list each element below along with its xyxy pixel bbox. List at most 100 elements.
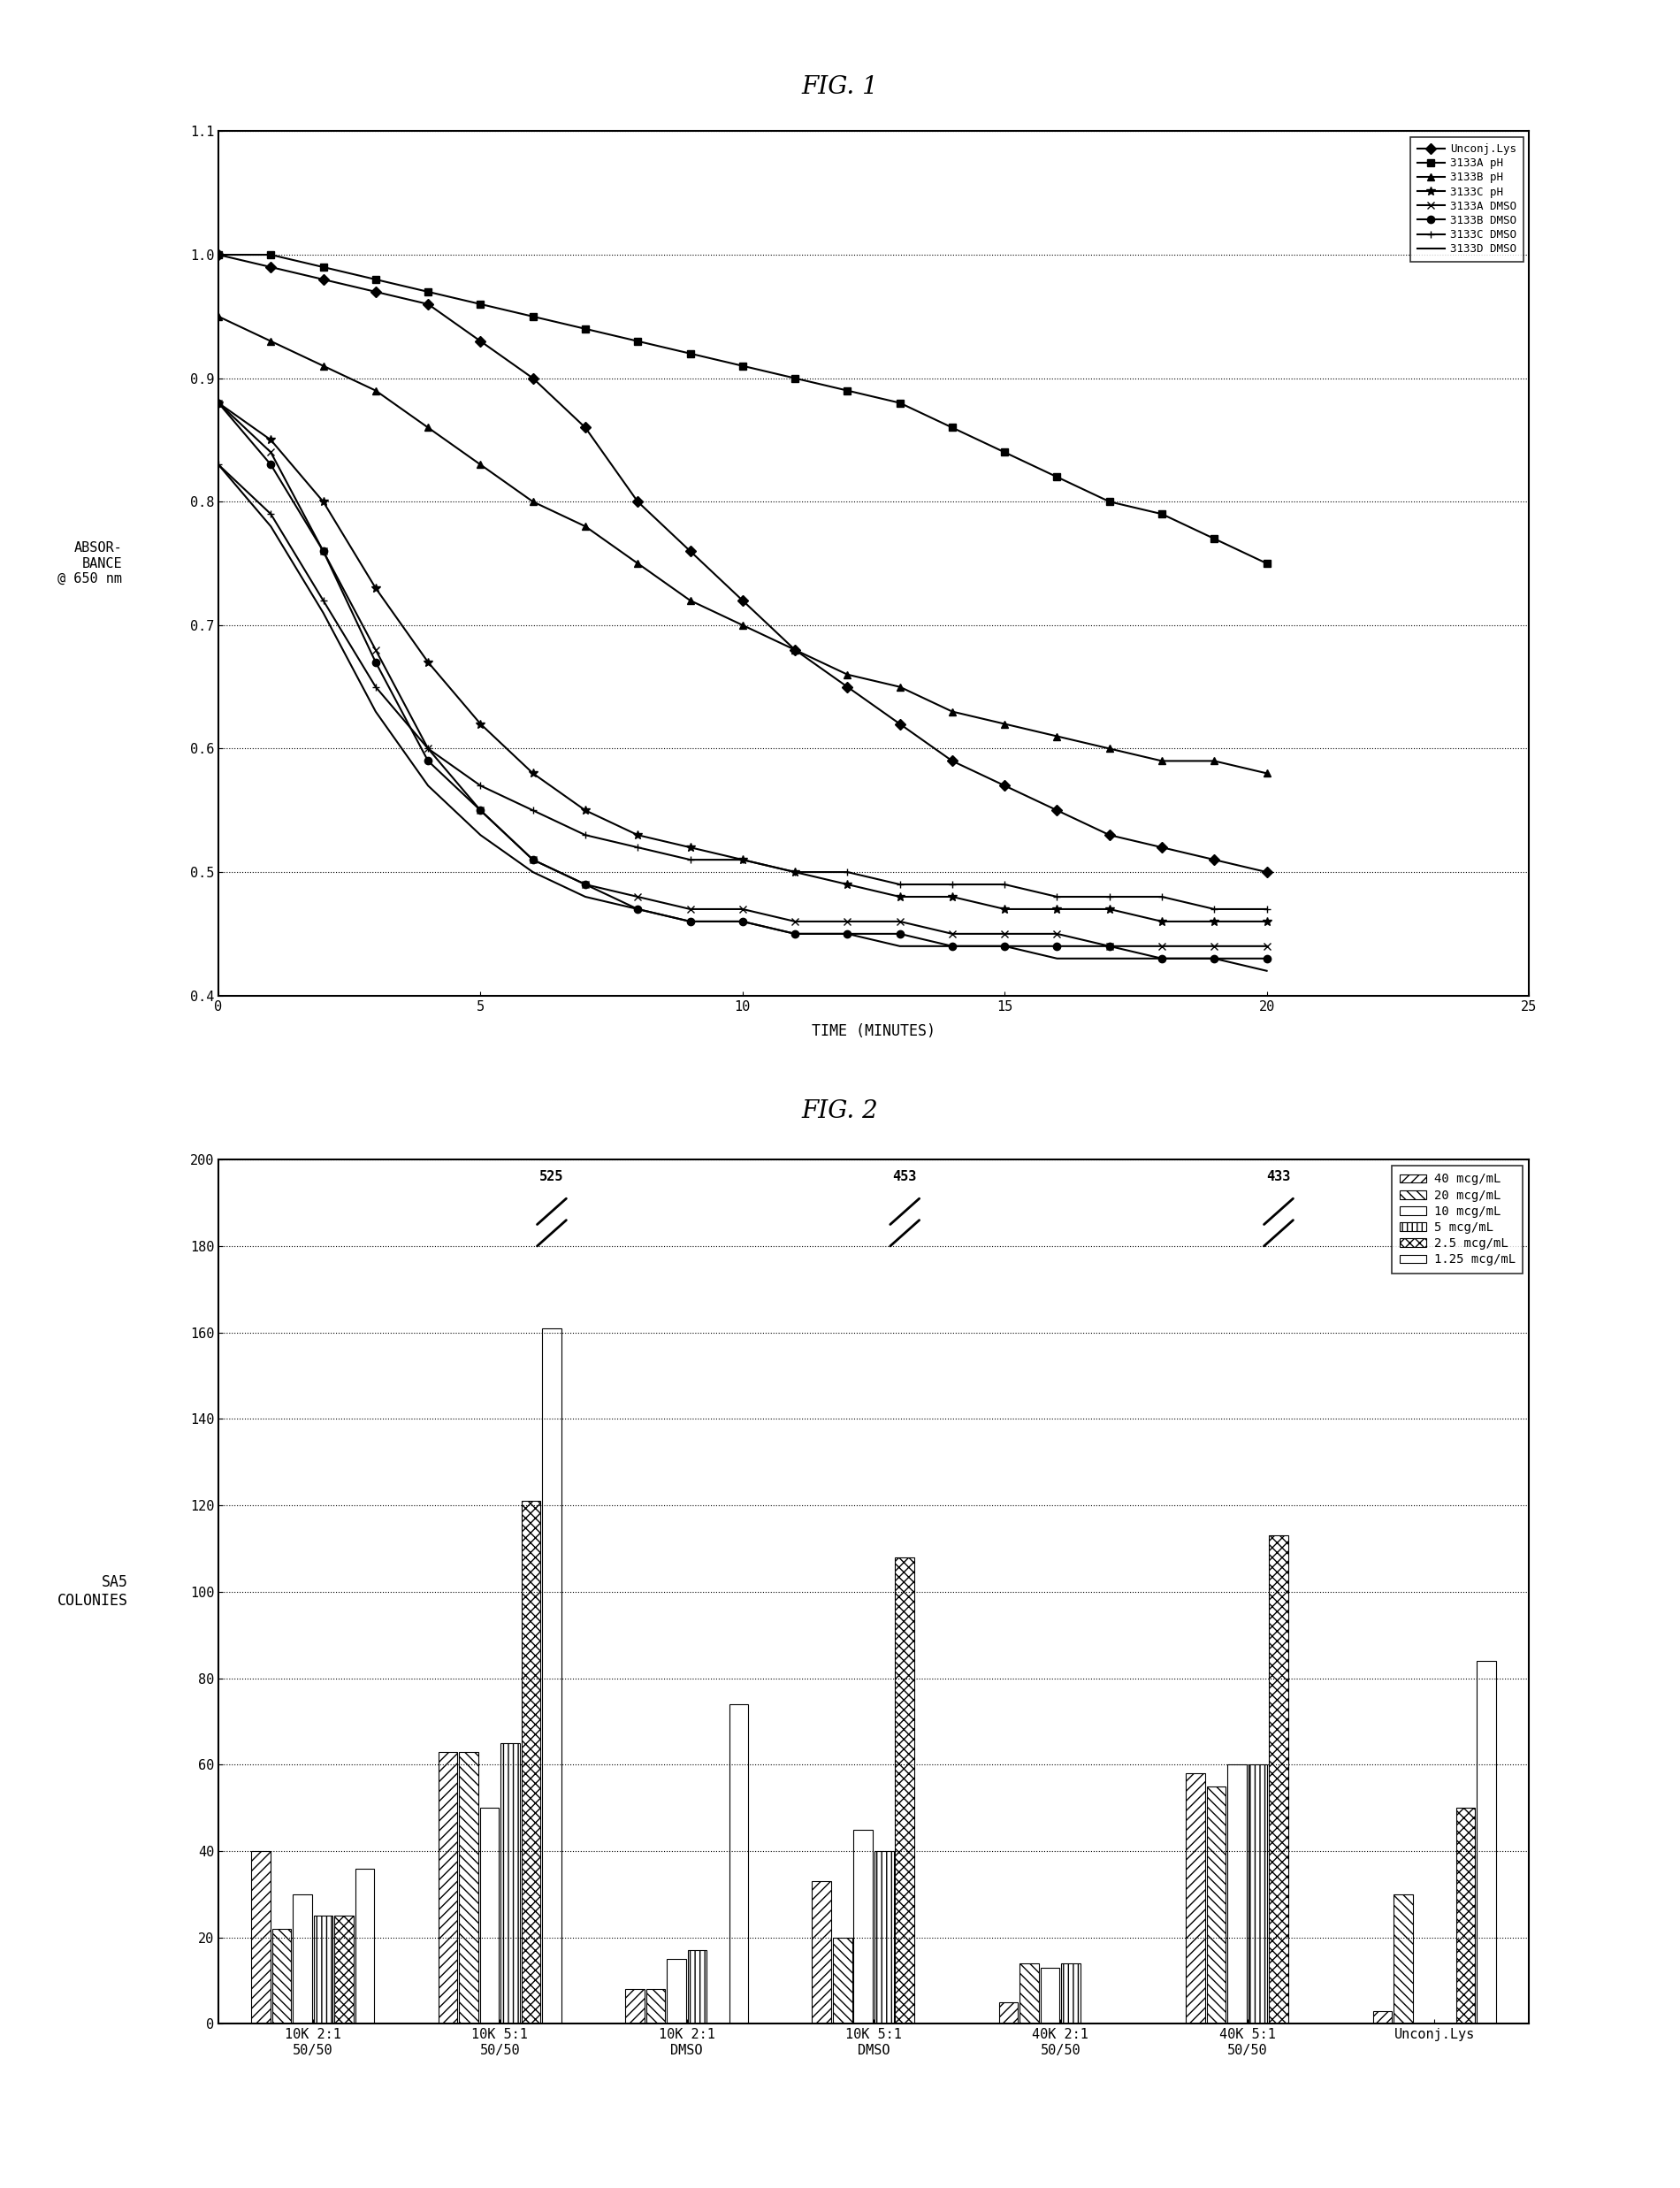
3133A DMSO xyxy=(1152,932,1173,958)
3133B DMSO xyxy=(1205,945,1225,971)
3133A DMSO xyxy=(995,921,1015,947)
3133C pH xyxy=(785,860,805,886)
3133C DMSO xyxy=(942,871,963,897)
Unconj.Lys xyxy=(208,241,228,267)
3133A pH xyxy=(942,414,963,440)
Bar xyxy=(1394,1895,1413,2024)
Bar xyxy=(543,1328,561,2024)
3133B pH xyxy=(732,613,753,639)
3133B DMSO xyxy=(366,650,386,676)
3133D DMSO xyxy=(522,860,543,886)
3133A DMSO xyxy=(1257,932,1277,958)
3133C pH xyxy=(575,796,595,823)
3133C pH xyxy=(312,488,333,514)
Unconj.Lys xyxy=(260,254,281,280)
Y-axis label: SA5
COLONIES: SA5 COLONIES xyxy=(57,1575,128,1608)
Bar xyxy=(292,1895,312,2024)
Bar xyxy=(1186,1772,1205,2024)
Unconj.Lys xyxy=(680,538,701,565)
3133D DMSO xyxy=(680,908,701,934)
3133A pH xyxy=(785,365,805,392)
Line: 3133C pH: 3133C pH xyxy=(213,398,1272,926)
3133A pH xyxy=(522,304,543,330)
3133A pH xyxy=(732,352,753,379)
3133B DMSO xyxy=(1099,932,1119,958)
3133D DMSO xyxy=(260,514,281,540)
Line: 3133A pH: 3133A pH xyxy=(215,252,1270,567)
Bar xyxy=(1206,1785,1226,2024)
Bar xyxy=(1020,1963,1038,2024)
3133C pH xyxy=(418,650,438,676)
3133B DMSO xyxy=(1152,945,1173,971)
3133A DMSO xyxy=(837,908,857,934)
3133A DMSO xyxy=(312,538,333,565)
3133B pH xyxy=(1152,748,1173,775)
3133B DMSO xyxy=(837,921,857,947)
Unconj.Lys xyxy=(1205,847,1225,873)
Unconj.Lys xyxy=(1099,823,1119,849)
Unconj.Lys xyxy=(995,772,1015,799)
3133B DMSO xyxy=(890,921,911,947)
Bar xyxy=(1248,1764,1267,2024)
Bar xyxy=(895,1558,914,2024)
3133C DMSO xyxy=(890,871,911,897)
3133D DMSO xyxy=(208,451,228,477)
3133C pH xyxy=(1257,908,1277,934)
3133A DMSO xyxy=(366,637,386,663)
3133B DMSO xyxy=(312,538,333,565)
3133B DMSO xyxy=(732,908,753,934)
3133A DMSO xyxy=(575,871,595,897)
Text: 525: 525 xyxy=(539,1171,564,1184)
3133A pH xyxy=(470,291,491,317)
Bar xyxy=(314,1917,333,2024)
3133D DMSO xyxy=(628,897,648,923)
3133D DMSO xyxy=(1205,945,1225,971)
3133B pH xyxy=(575,514,595,540)
Bar xyxy=(667,1958,685,2024)
3133C DMSO xyxy=(1099,884,1119,910)
3133D DMSO xyxy=(575,884,595,910)
3133D DMSO xyxy=(942,932,963,958)
Line: 3133B DMSO: 3133B DMSO xyxy=(215,398,1270,963)
3133C DMSO xyxy=(995,871,1015,897)
3133A DMSO xyxy=(522,847,543,873)
3133B DMSO xyxy=(995,932,1015,958)
Bar xyxy=(354,1869,375,2024)
3133C pH xyxy=(522,759,543,785)
3133D DMSO xyxy=(837,921,857,947)
Bar xyxy=(334,1917,353,2024)
3133A pH xyxy=(418,278,438,304)
3133B DMSO xyxy=(208,389,228,416)
3133C pH xyxy=(942,884,963,910)
Unconj.Lys xyxy=(890,711,911,737)
3133D DMSO xyxy=(470,823,491,849)
Bar xyxy=(501,1744,519,2024)
3133C pH xyxy=(837,871,857,897)
Bar xyxy=(252,1851,270,2024)
3133B pH xyxy=(1257,759,1277,785)
3133B pH xyxy=(208,304,228,330)
Line: 3133A DMSO: 3133A DMSO xyxy=(215,398,1270,950)
3133C DMSO xyxy=(628,834,648,860)
3133B DMSO xyxy=(575,871,595,897)
3133C pH xyxy=(260,427,281,453)
3133B pH xyxy=(1099,735,1119,761)
Y-axis label: ABSOR-
BANCE
@ 650 nm: ABSOR- BANCE @ 650 nm xyxy=(57,540,123,586)
3133A pH xyxy=(260,241,281,267)
3133D DMSO xyxy=(1047,945,1067,971)
3133A pH xyxy=(890,389,911,416)
3133D DMSO xyxy=(1099,945,1119,971)
Unconj.Lys xyxy=(1152,834,1173,860)
3133C DMSO xyxy=(366,674,386,700)
Bar xyxy=(647,1989,665,2024)
3133D DMSO xyxy=(732,908,753,934)
Line: 3133B pH: 3133B pH xyxy=(215,313,1270,777)
3133D DMSO xyxy=(995,932,1015,958)
Bar xyxy=(687,1950,707,2024)
Bar xyxy=(272,1930,291,2024)
Unconj.Lys xyxy=(1047,796,1067,823)
Unconj.Lys xyxy=(575,414,595,440)
Bar xyxy=(1477,1661,1495,2024)
3133B DMSO xyxy=(522,847,543,873)
3133A DMSO xyxy=(890,908,911,934)
